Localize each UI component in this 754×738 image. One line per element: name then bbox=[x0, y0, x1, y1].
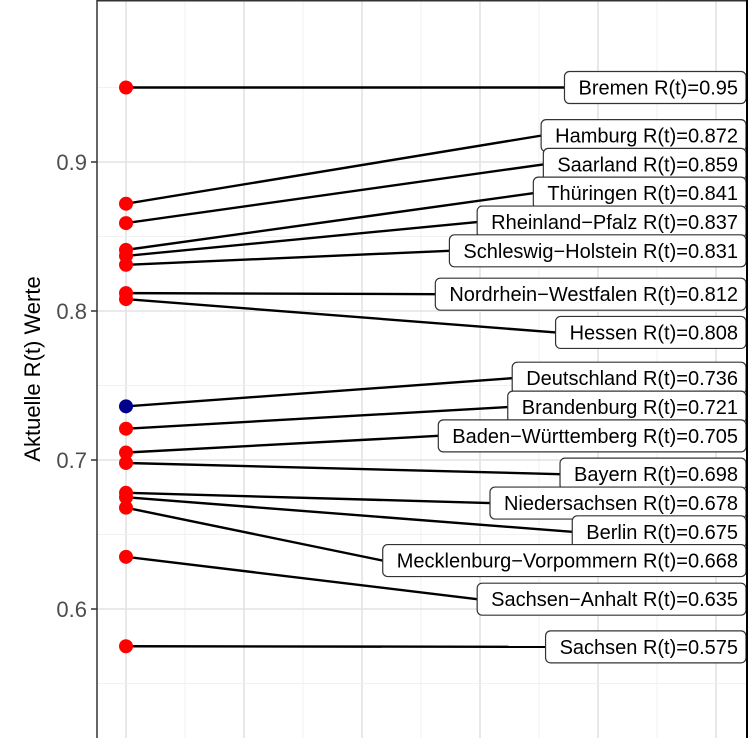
label-text: Deutschland R(t)=0.736 bbox=[526, 368, 738, 390]
y-tick-label: 0.6 bbox=[56, 597, 87, 622]
data-point bbox=[119, 399, 133, 413]
label-text: Bayern R(t)=0.698 bbox=[574, 464, 738, 486]
point-label: Schleswig−Holstein R(t)=0.831 bbox=[449, 235, 746, 267]
label-text: Brandenburg R(t)=0.721 bbox=[522, 397, 738, 419]
point-label: Berlin R(t)=0.675 bbox=[572, 516, 746, 548]
point-label: Bayern R(t)=0.698 bbox=[560, 458, 746, 490]
data-point bbox=[119, 81, 133, 95]
point-label: Saarland R(t)=0.859 bbox=[543, 148, 746, 180]
y-tick-label: 0.9 bbox=[56, 150, 87, 175]
point-label: Hamburg R(t)=0.872 bbox=[541, 120, 746, 152]
data-point bbox=[119, 422, 133, 436]
data-point bbox=[119, 216, 133, 230]
label-text: Berlin R(t)=0.675 bbox=[586, 522, 738, 544]
point-label: Bremen R(t)=0.95 bbox=[564, 72, 746, 104]
label-text: Baden−Württemberg R(t)=0.705 bbox=[452, 426, 738, 448]
data-point bbox=[119, 550, 133, 564]
label-connector bbox=[126, 293, 435, 294]
label-text: Nordrhein−Westfalen R(t)=0.812 bbox=[449, 284, 738, 306]
label-text: Sachsen R(t)=0.575 bbox=[560, 637, 738, 659]
label-text: Hessen R(t)=0.808 bbox=[570, 322, 738, 344]
label-text: Bremen R(t)=0.95 bbox=[578, 78, 738, 100]
point-label: Baden−Württemberg R(t)=0.705 bbox=[438, 420, 746, 452]
label-text: Hamburg R(t)=0.872 bbox=[555, 126, 738, 148]
point-label: Hessen R(t)=0.808 bbox=[556, 316, 746, 348]
point-label: Sachsen−Anhalt R(t)=0.635 bbox=[477, 583, 746, 615]
data-point bbox=[119, 639, 133, 653]
data-point bbox=[119, 292, 133, 306]
point-label: Sachsen R(t)=0.575 bbox=[546, 631, 746, 663]
label-text: Schleswig−Holstein R(t)=0.831 bbox=[463, 241, 738, 263]
label-text: Rheinland−Pfalz R(t)=0.837 bbox=[491, 212, 738, 234]
data-point bbox=[119, 258, 133, 272]
data-point bbox=[119, 197, 133, 211]
point-label: Brandenburg R(t)=0.721 bbox=[508, 391, 746, 423]
label-text: Saarland R(t)=0.859 bbox=[557, 154, 738, 176]
point-label: Niedersachsen R(t)=0.678 bbox=[490, 487, 746, 519]
y-axis-title: Aktuelle R(t) Werte bbox=[20, 276, 45, 461]
label-text: Sachsen−Anhalt R(t)=0.635 bbox=[491, 589, 738, 611]
y-tick-label: 0.7 bbox=[56, 448, 87, 473]
label-connector bbox=[126, 646, 546, 647]
data-point bbox=[119, 501, 133, 515]
point-label: Nordrhein−Westfalen R(t)=0.812 bbox=[435, 278, 746, 310]
point-label: Rheinland−Pfalz R(t)=0.837 bbox=[477, 206, 746, 238]
data-point bbox=[119, 456, 133, 470]
y-tick-label: 0.8 bbox=[56, 299, 87, 324]
label-text: Thüringen R(t)=0.841 bbox=[547, 183, 738, 205]
point-label: Thüringen R(t)=0.841 bbox=[533, 177, 746, 209]
label-text: Niedersachsen R(t)=0.678 bbox=[504, 493, 738, 515]
y-axis: 0.6 0.7 0.8 0.9 bbox=[56, 150, 97, 622]
point-label: Deutschland R(t)=0.736 bbox=[512, 362, 746, 394]
label-text: Mecklenburg−Vorpommern R(t)=0.668 bbox=[397, 551, 738, 573]
point-label: Mecklenburg−Vorpommern R(t)=0.668 bbox=[383, 545, 746, 577]
